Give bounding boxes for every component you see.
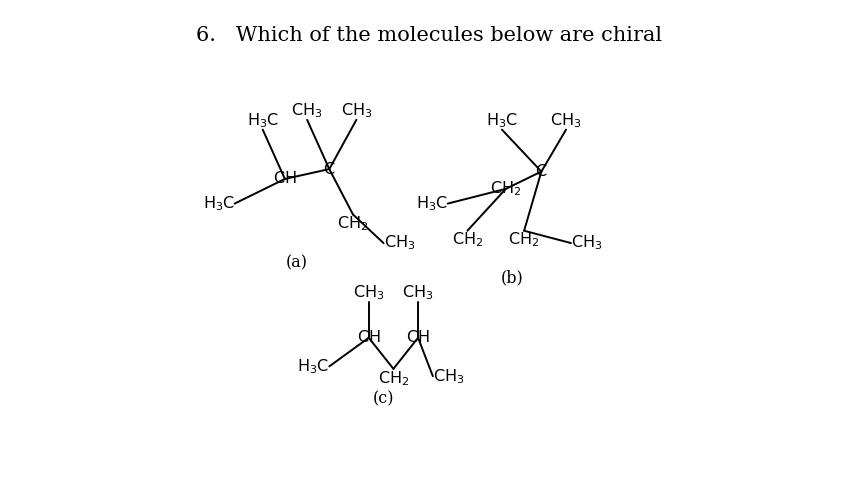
Text: $\mathsf{CH_2}$: $\mathsf{CH_2}$ bbox=[452, 231, 483, 249]
Text: $\mathsf{CH_2}$: $\mathsf{CH_2}$ bbox=[378, 369, 409, 387]
Text: $\mathsf{CH_2}$: $\mathsf{CH_2}$ bbox=[508, 231, 540, 249]
Text: $\mathsf{CH_3}$: $\mathsf{CH_3}$ bbox=[383, 234, 415, 252]
Text: $\mathsf{CH}$: $\mathsf{CH}$ bbox=[273, 171, 297, 187]
Text: $\mathsf{CH_2}$: $\mathsf{CH_2}$ bbox=[338, 214, 369, 233]
Text: $\mathsf{C}$: $\mathsf{C}$ bbox=[536, 163, 547, 180]
Text: $\mathsf{CH}$: $\mathsf{CH}$ bbox=[406, 329, 430, 346]
Text: $\mathsf{C}$: $\mathsf{C}$ bbox=[323, 161, 336, 178]
Text: $\mathsf{H_3C}$: $\mathsf{H_3C}$ bbox=[247, 111, 278, 129]
Text: $\mathsf{CH_2}$: $\mathsf{CH_2}$ bbox=[490, 180, 521, 198]
Text: $\mathsf{CH_3}$: $\mathsf{CH_3}$ bbox=[353, 284, 384, 302]
Text: $\mathsf{CH_3}$: $\mathsf{CH_3}$ bbox=[550, 111, 582, 129]
Text: $\mathsf{CH_3}$: $\mathsf{CH_3}$ bbox=[291, 101, 323, 120]
Text: $\mathsf{CH_3}$: $\mathsf{CH_3}$ bbox=[403, 284, 434, 302]
Text: (a): (a) bbox=[286, 254, 308, 271]
Text: (b): (b) bbox=[500, 269, 523, 286]
Text: $\mathsf{H_3C}$: $\mathsf{H_3C}$ bbox=[486, 111, 518, 129]
Text: $\mathsf{CH}$: $\mathsf{CH}$ bbox=[357, 329, 381, 346]
Text: $\mathsf{H_3C}$: $\mathsf{H_3C}$ bbox=[202, 194, 234, 213]
Text: $\mathsf{H_3C}$: $\mathsf{H_3C}$ bbox=[297, 357, 329, 376]
Text: $\mathsf{CH_3}$: $\mathsf{CH_3}$ bbox=[341, 101, 372, 120]
Text: $\mathsf{CH_3}$: $\mathsf{CH_3}$ bbox=[433, 367, 464, 385]
Text: $\mathsf{H_3C}$: $\mathsf{H_3C}$ bbox=[415, 194, 448, 213]
Text: $\mathsf{CH_3}$: $\mathsf{CH_3}$ bbox=[571, 234, 602, 252]
Text: 6.   Which of the molecules below are chiral: 6. Which of the molecules below are chir… bbox=[196, 26, 662, 45]
Text: (c): (c) bbox=[373, 390, 394, 407]
